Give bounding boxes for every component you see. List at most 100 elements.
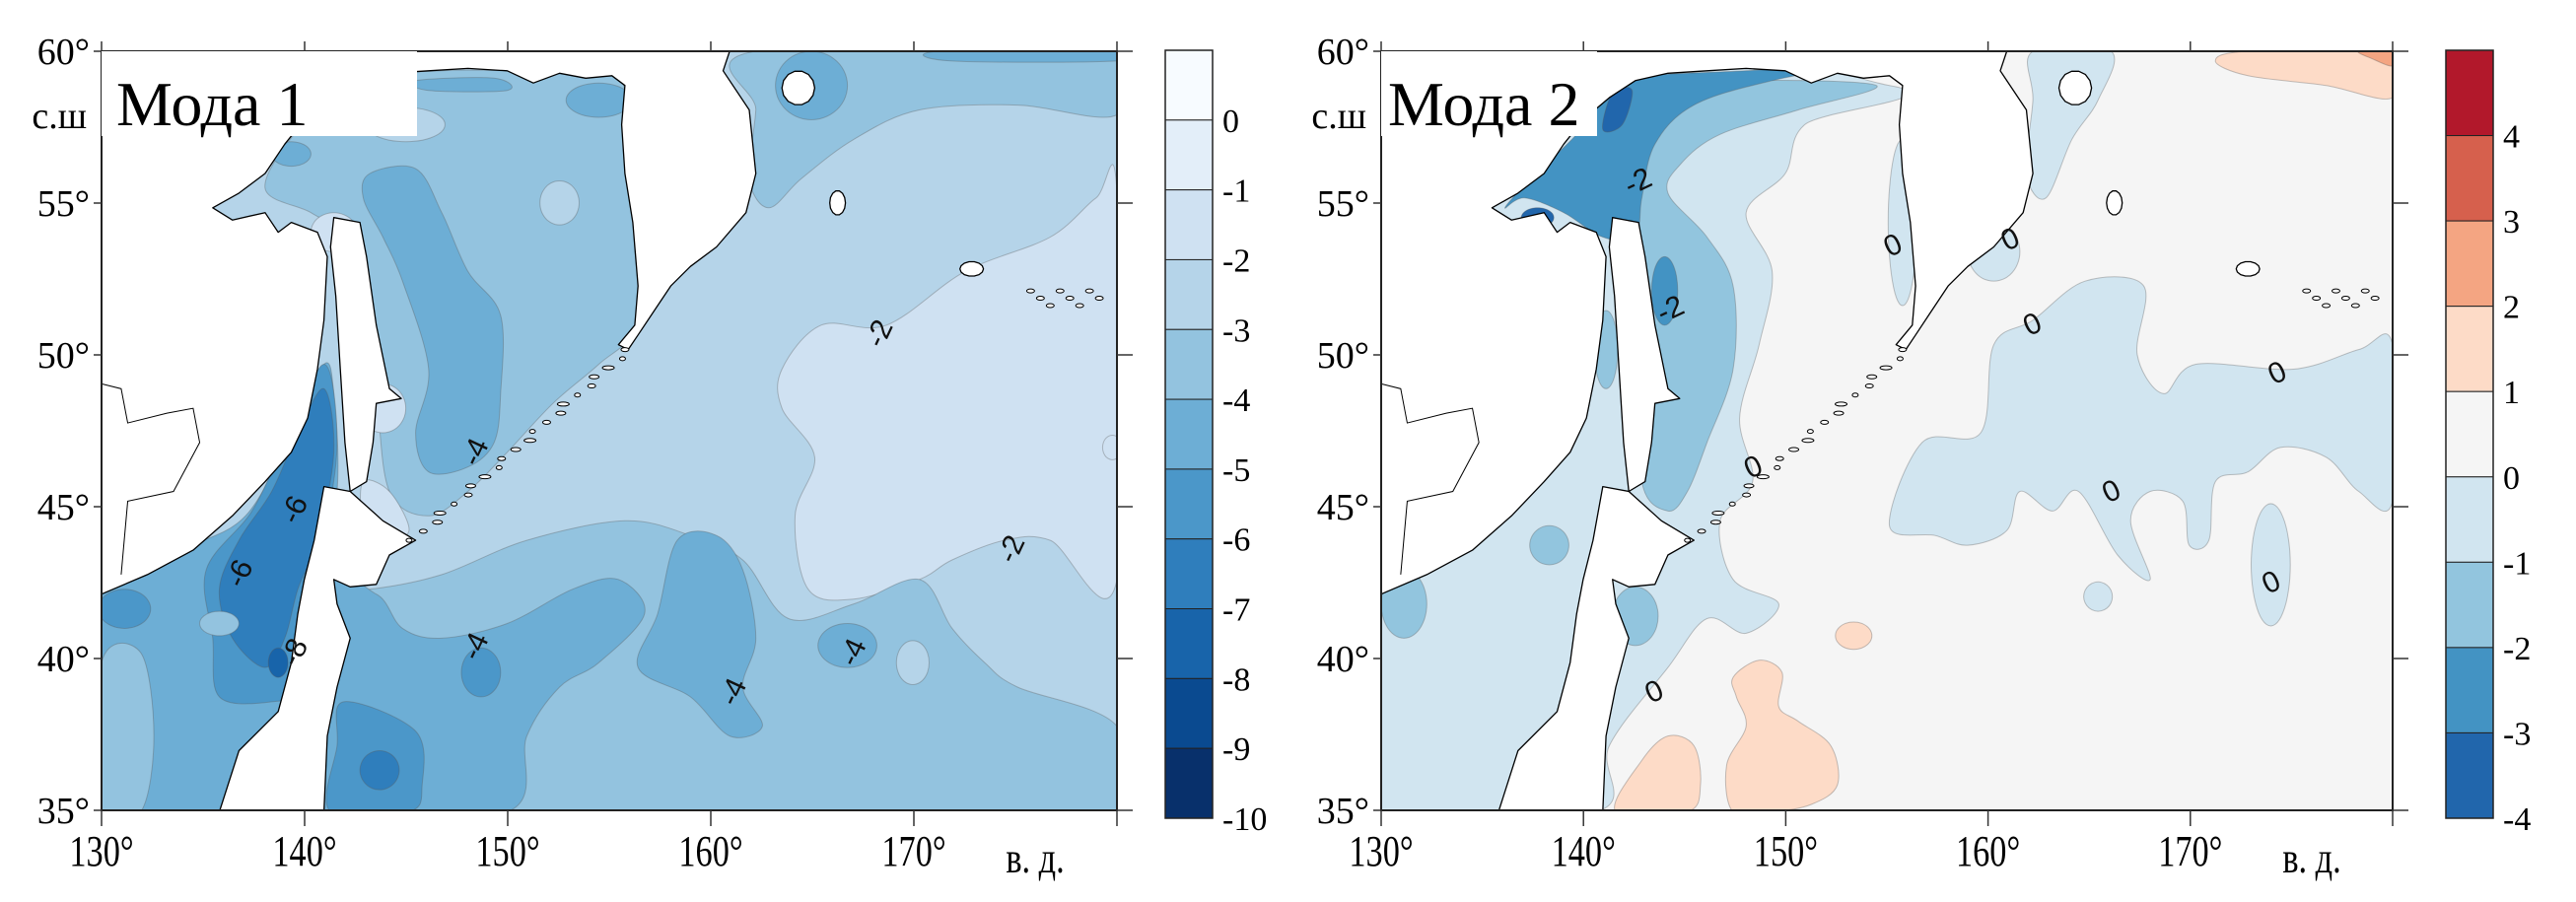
colorbar-tick-label: -6 xyxy=(1222,522,1250,559)
contour-band xyxy=(198,610,240,637)
colorbar-tick-label: -8 xyxy=(1222,661,1250,698)
plot-frame xyxy=(1380,50,2394,811)
aleutian-island xyxy=(2340,296,2350,302)
kuril-island xyxy=(1756,474,1770,480)
kuril-island xyxy=(1775,455,1784,461)
colorbar-tick-label: 3 xyxy=(2503,204,2520,241)
kuril-island xyxy=(1864,382,1874,388)
colorbar-bin xyxy=(2445,476,2494,563)
contour-band xyxy=(1602,86,1634,133)
y-tick-label: 45° xyxy=(1317,487,1369,528)
kuril-island xyxy=(1742,492,1752,498)
kuril-island xyxy=(405,537,413,543)
y-tick-label: 60° xyxy=(1317,32,1369,73)
mode-2-title-box xyxy=(1381,51,1597,136)
colorbar-bin xyxy=(1164,119,1214,191)
contour-band xyxy=(923,51,1117,63)
y-tick-label: 55° xyxy=(1317,183,1369,225)
kuril-island xyxy=(1788,447,1800,452)
kuril-island xyxy=(478,474,492,480)
colorbar-tick-label: -1 xyxy=(2503,545,2531,582)
aleutian-island xyxy=(2302,288,2312,294)
contour-band xyxy=(1889,276,2393,582)
x-tick-label: 160° xyxy=(678,827,742,875)
y-tick-label: 45° xyxy=(37,487,90,528)
kuril-island xyxy=(432,520,444,525)
kuril-island xyxy=(523,438,537,444)
island xyxy=(781,70,816,105)
colorbar-bin xyxy=(1164,189,1214,260)
aleutian-island xyxy=(1094,296,1104,302)
contour-band xyxy=(267,647,289,678)
colorbar-bin xyxy=(1164,538,1214,610)
kuril-island xyxy=(497,455,507,461)
mode-2-y-axis-label: с.ш xyxy=(1311,96,1366,137)
kuril-island xyxy=(618,356,626,362)
contour-band xyxy=(359,749,400,791)
contour-band xyxy=(361,165,505,475)
kuril-island xyxy=(1898,347,1908,353)
y-tick-label: 55° xyxy=(37,183,90,225)
aleutian-island xyxy=(1055,288,1065,294)
kuril-island xyxy=(541,419,551,425)
kuril-island xyxy=(1709,520,1721,525)
y-tick-label: 60° xyxy=(37,32,90,73)
landmass xyxy=(1497,485,1695,810)
x-tick-label: 170° xyxy=(881,827,945,875)
island xyxy=(829,190,847,216)
kuril-island xyxy=(1697,528,1706,534)
colorbar-bin xyxy=(2445,561,2494,649)
aleutian-island xyxy=(1084,288,1094,294)
kuril-island xyxy=(574,392,582,398)
contour-band xyxy=(895,640,931,685)
kuril-island xyxy=(587,382,596,388)
mode-1-title-box xyxy=(102,51,417,136)
kuril-island xyxy=(1774,464,1781,470)
contour-band xyxy=(1529,524,1569,566)
colorbar-bin xyxy=(2445,220,2494,308)
contour-band xyxy=(1724,659,1840,810)
colorbar-tick-label: -7 xyxy=(1222,592,1250,629)
island xyxy=(2106,190,2123,216)
mode-1-x-axis-label: в. д. xyxy=(1006,834,1064,882)
colorbar-tick-label: -1 xyxy=(1222,173,1250,210)
colorbar-tick-label: -10 xyxy=(1222,801,1267,838)
kuril-island xyxy=(601,365,615,371)
kuril-island xyxy=(433,510,447,516)
x-tick-label: 170° xyxy=(2158,827,2222,875)
y-tick-label: 40° xyxy=(37,639,90,680)
y-tick-label: 50° xyxy=(1317,335,1369,377)
x-tick-label: 150° xyxy=(475,827,539,875)
kuril-island xyxy=(1728,501,1736,507)
contour-band xyxy=(460,647,502,698)
colorbar-bin xyxy=(2445,306,2494,392)
y-tick-label: 35° xyxy=(1317,791,1369,832)
kuril-island xyxy=(451,501,458,507)
colorbar-tick-label: -2 xyxy=(2503,631,2531,667)
mode-2-axes: 130° 140° 150° 160° 170° 60° 55° 50° 45° 40° 35° xyxy=(1317,32,2408,875)
aleutian-island xyxy=(2312,296,2322,302)
landmass xyxy=(1608,217,1681,493)
colorbar-bin xyxy=(1164,608,1214,679)
kuril-island xyxy=(510,447,522,452)
contour-band xyxy=(636,530,763,738)
kuril-island xyxy=(495,464,503,470)
island xyxy=(2057,70,2093,105)
mode-1-colorbar: 0 -1 -2 -3 -4 -5 -6 -7 -8 -9 -10 xyxy=(1164,49,1267,838)
kuril-island xyxy=(1835,401,1848,407)
colorbar-frame xyxy=(2445,49,2494,819)
mode-1-axes: 130° 140° 150° 160° 170° 60° 55° 50° 45° 40° 35° xyxy=(37,32,1133,875)
kuril-island xyxy=(1806,429,1814,435)
aleutian-island xyxy=(1045,303,1055,309)
kuril-island xyxy=(1851,392,1859,398)
contour-band xyxy=(102,642,155,810)
colorbar-tick-label: 2 xyxy=(2503,290,2520,326)
land-border xyxy=(1381,382,1480,575)
contour-band xyxy=(2214,51,2393,100)
island xyxy=(959,260,985,277)
colorbar-bin xyxy=(1164,258,1214,330)
land-border xyxy=(102,382,201,575)
kuril-island xyxy=(1743,483,1755,489)
aleutian-island xyxy=(1065,296,1075,302)
